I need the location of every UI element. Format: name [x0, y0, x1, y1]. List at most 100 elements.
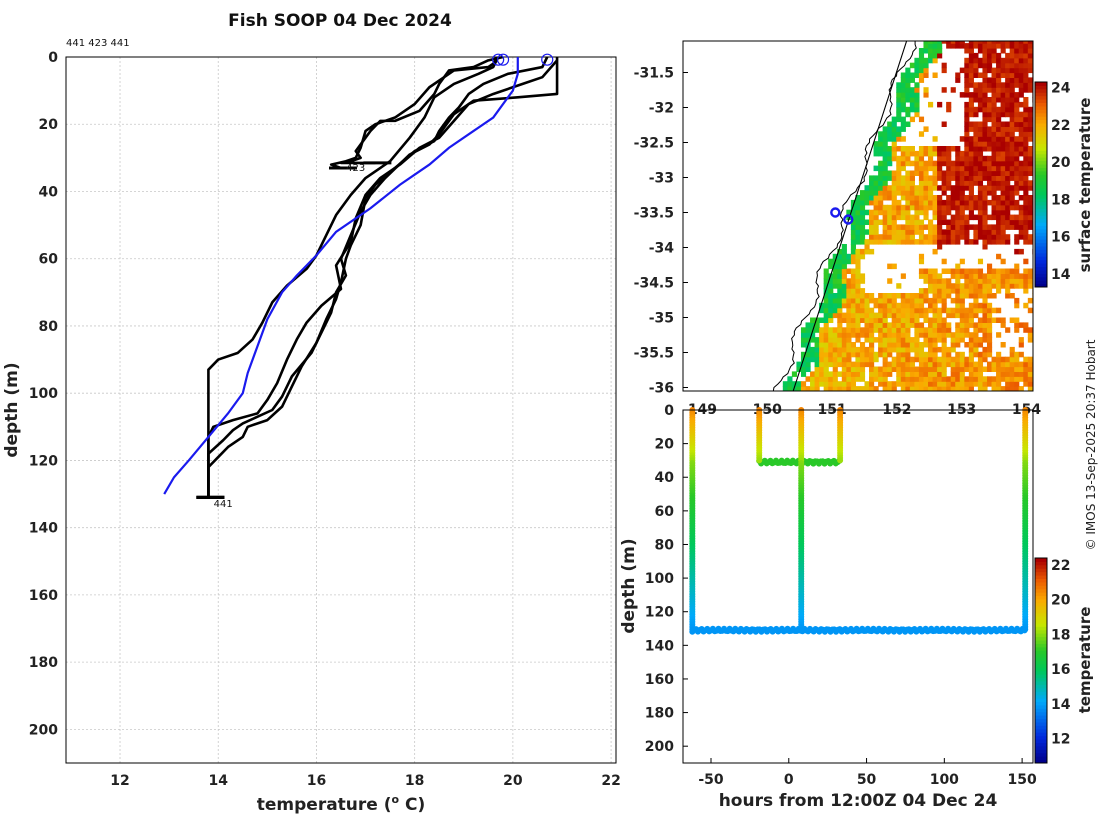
sst-cell — [1005, 376, 1011, 382]
sst-cell — [982, 160, 988, 167]
sst-cell — [1000, 43, 1006, 49]
sst-cell — [1009, 283, 1015, 289]
sst-cell — [941, 204, 947, 211]
sst-cell — [850, 248, 857, 255]
sst-cell — [855, 307, 861, 314]
sst-cell — [946, 288, 952, 294]
sst-cell — [796, 386, 802, 391]
sst-cell — [1023, 366, 1029, 372]
sst-cell — [950, 87, 956, 93]
sst-cell — [986, 97, 993, 103]
sst-cell — [937, 366, 943, 372]
sst-cell — [996, 72, 1002, 78]
sst-cell — [900, 224, 906, 230]
sst-cell — [878, 366, 884, 372]
sst-cell — [873, 239, 879, 245]
sst-cell — [932, 57, 938, 64]
sst-cell — [1009, 77, 1015, 83]
sst-colorbar-cell — [1035, 259, 1047, 264]
sst-cell — [855, 209, 861, 216]
sst-cell — [1005, 175, 1011, 181]
sst-cell — [914, 97, 920, 103]
sst-cell — [1000, 72, 1006, 78]
sst-cell — [873, 190, 879, 196]
sst-cell — [968, 366, 974, 372]
sst-cell — [1000, 185, 1006, 191]
sst-cell — [968, 82, 974, 88]
sst-cell — [1014, 199, 1020, 206]
sst-cell — [964, 72, 970, 78]
sst-cell — [928, 204, 934, 211]
sst-cell — [982, 199, 988, 206]
sst-cell — [977, 361, 984, 368]
sst-cell — [1023, 185, 1029, 191]
sst-cell — [1018, 121, 1024, 127]
sst-cell — [869, 224, 875, 230]
transect-frame — [682, 409, 1034, 764]
sst-cell — [959, 312, 965, 319]
sst-cell — [1000, 141, 1006, 147]
sst-cell — [991, 170, 997, 176]
sst-colorbar-cell — [1035, 88, 1047, 93]
sst-cell — [1023, 155, 1029, 162]
sst-colorbar-cell — [1035, 112, 1047, 117]
sst-cell — [932, 204, 938, 211]
sst-cell — [1023, 180, 1029, 186]
transect-y-tick-label: 20 — [655, 437, 675, 453]
sst-cell — [828, 356, 834, 363]
sst-cell — [905, 72, 911, 78]
sst-cell — [928, 185, 934, 191]
sst-cell — [882, 307, 888, 314]
sst-cell — [864, 190, 870, 196]
sst-cell — [918, 327, 925, 333]
sst-cell — [986, 337, 993, 343]
sst-cell — [946, 376, 952, 382]
sst-cell — [1005, 146, 1011, 152]
sst-cell — [869, 195, 875, 201]
sst-cell — [823, 278, 829, 284]
sst-cell — [964, 116, 970, 123]
sst-cell — [996, 386, 1002, 391]
sst-cell — [891, 381, 897, 387]
sst-cell — [1009, 214, 1015, 221]
sst-cell — [896, 165, 902, 172]
sst-colorbar-cell — [1035, 191, 1047, 196]
sst-cell — [986, 111, 993, 118]
sst-cell — [869, 199, 875, 206]
sst-cell — [837, 332, 843, 338]
sst-cell — [855, 214, 861, 221]
sst-cell — [941, 175, 947, 181]
sst-cell — [991, 48, 997, 54]
sst-cell — [1000, 317, 1006, 323]
sst-cell — [928, 297, 934, 304]
sst-cell — [828, 346, 834, 353]
sst-cell — [864, 386, 870, 391]
sst-cell — [909, 302, 915, 309]
sst-cell — [928, 342, 934, 348]
sst-cell — [882, 150, 888, 157]
sst-cell — [928, 278, 934, 284]
sst-cell — [932, 234, 938, 240]
sst-cell — [1009, 278, 1015, 284]
sst-cell — [968, 92, 974, 98]
sst-cell — [996, 165, 1002, 172]
sst-cell — [986, 293, 993, 299]
sst-cell — [1023, 371, 1029, 377]
sst-cell — [878, 381, 884, 387]
sst-cell — [918, 180, 925, 186]
sst-cell — [896, 185, 902, 191]
sst-cell — [841, 346, 847, 353]
sst-colorbar-cell — [1035, 146, 1047, 151]
sst-cell — [1009, 52, 1015, 59]
sst-cell — [968, 224, 974, 230]
sst-cell — [1027, 195, 1033, 201]
sst-cell — [1005, 268, 1011, 274]
sst-cell — [855, 346, 861, 353]
sst-cell — [964, 136, 970, 142]
sst-cell — [996, 136, 1002, 142]
temp-colorbar-cell — [1035, 643, 1047, 648]
sst-cell — [850, 386, 857, 391]
sst-cell — [828, 312, 834, 319]
sst-cell — [918, 150, 925, 157]
